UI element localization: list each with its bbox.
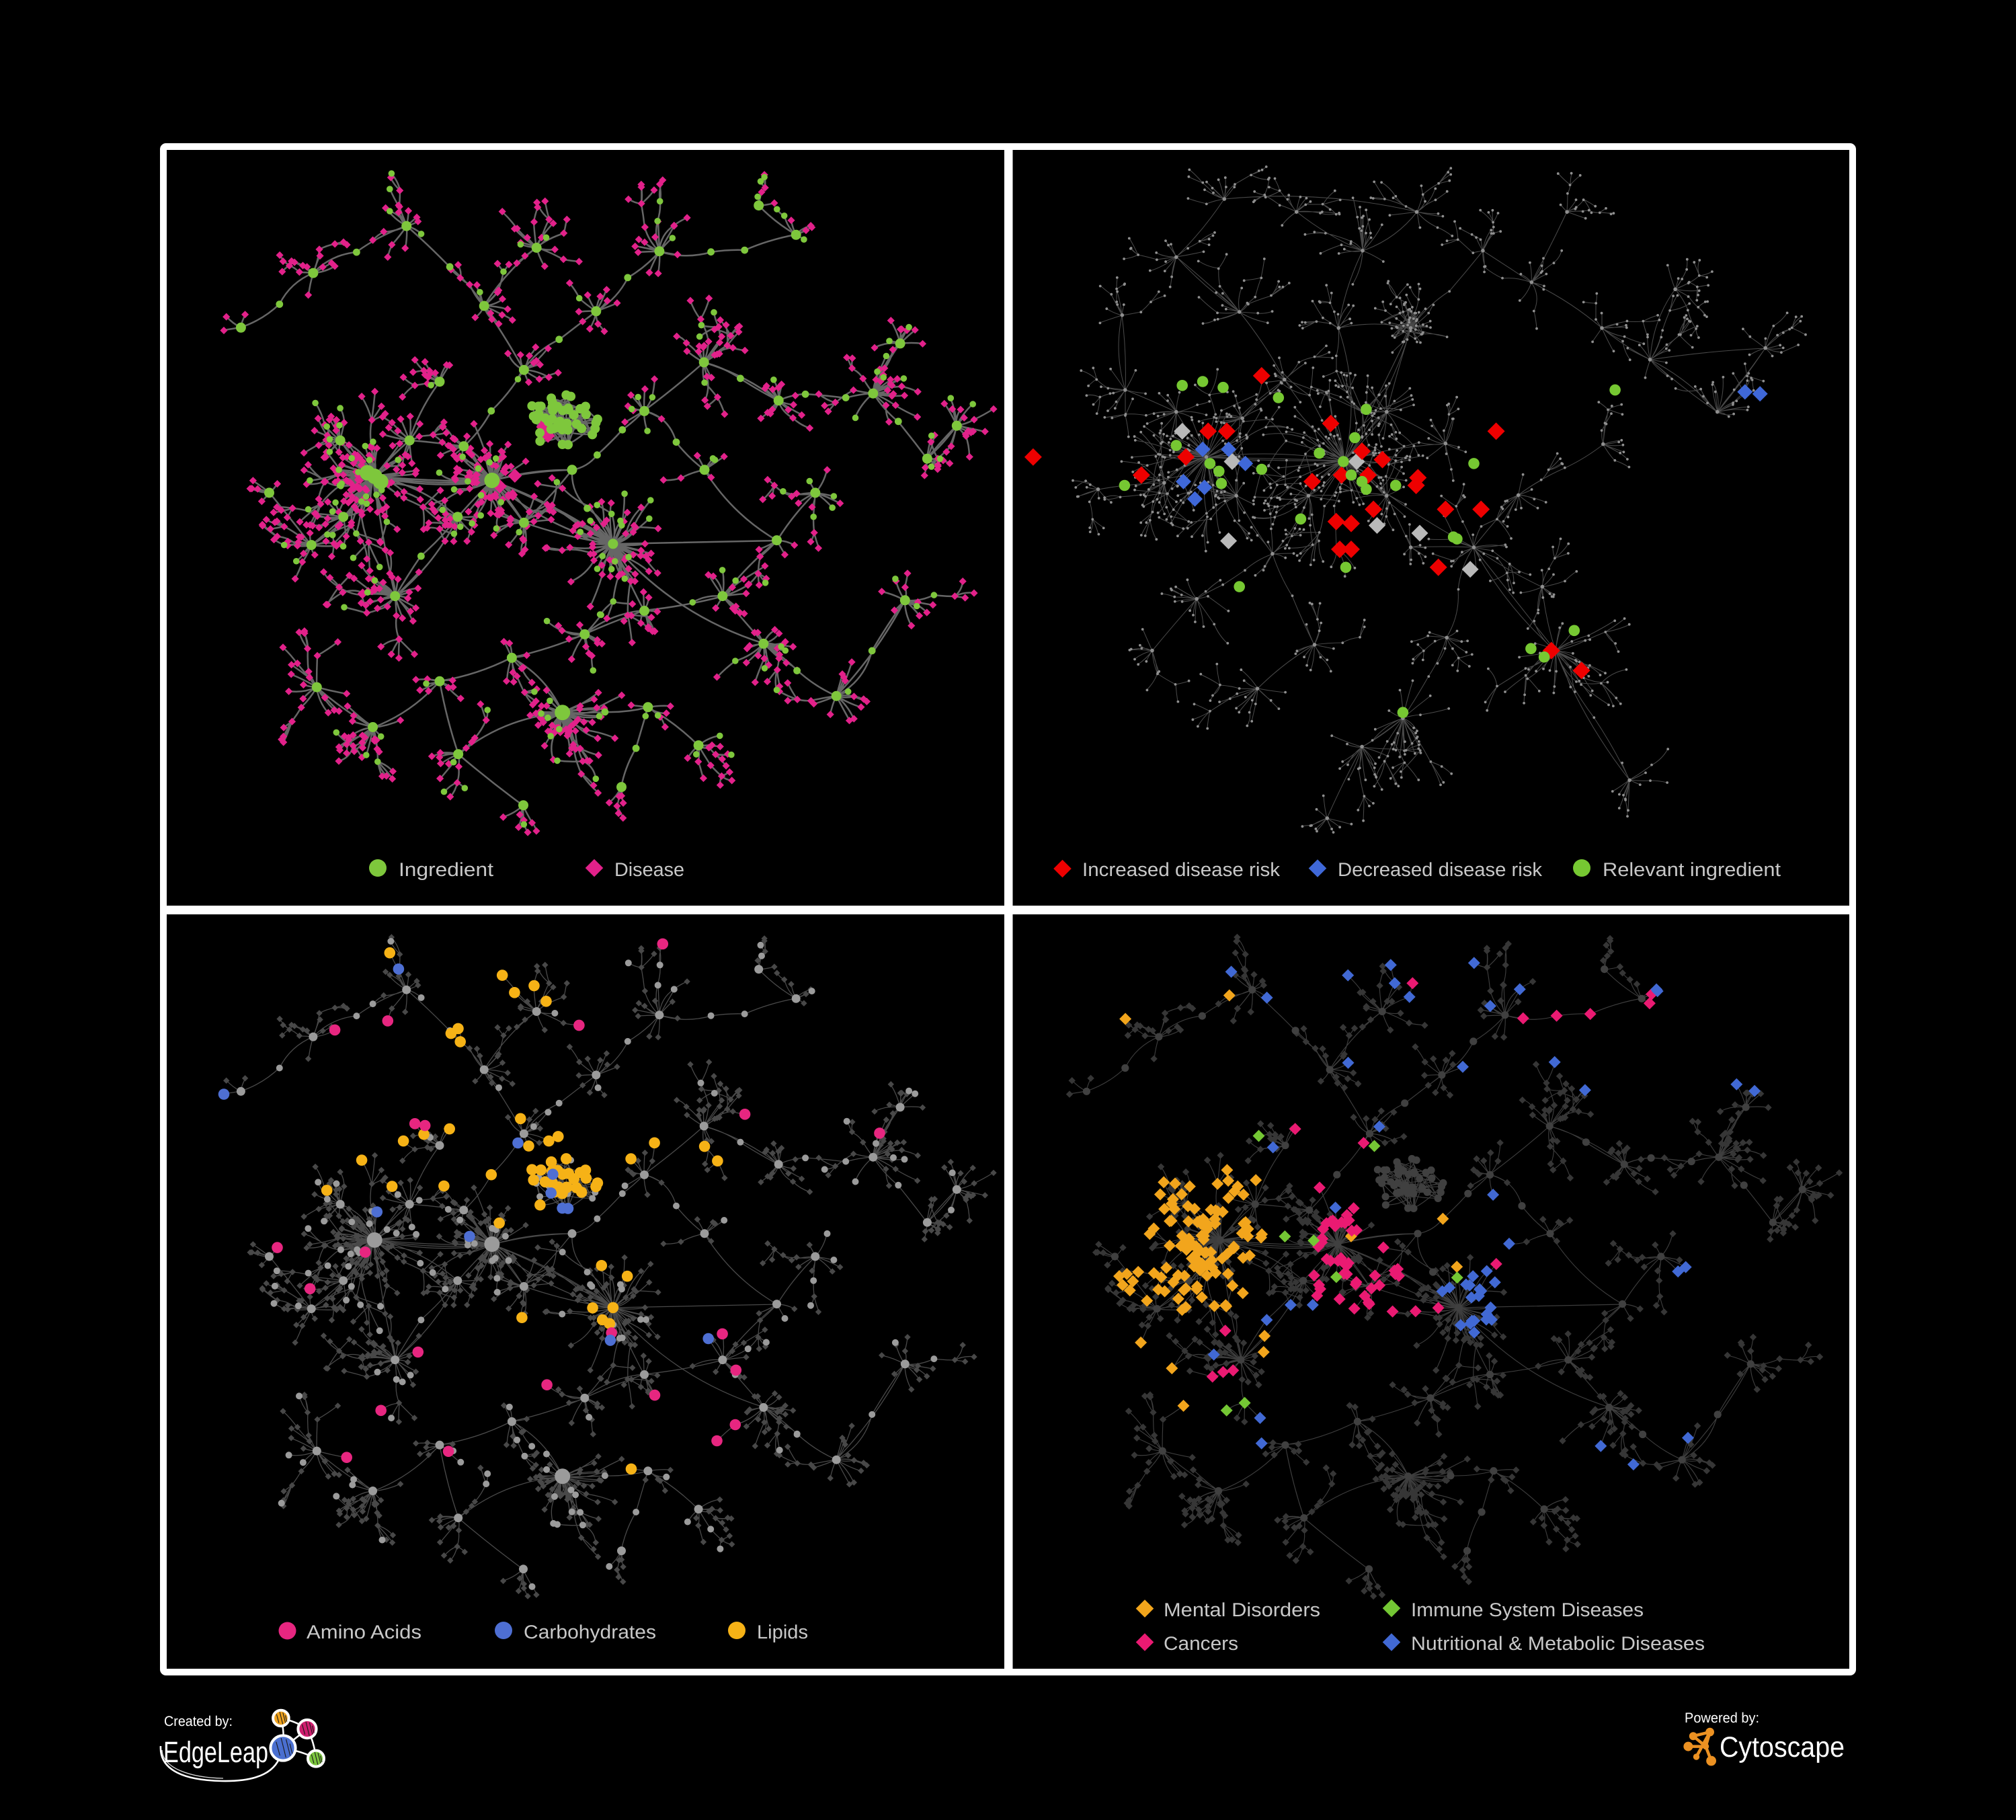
svg-text:Cytoscape: Cytoscape bbox=[1720, 1731, 1845, 1764]
svg-text:Mental Disorders: Mental Disorders bbox=[1164, 1599, 1320, 1621]
svg-text:Relevant ingredient: Relevant ingredient bbox=[1603, 859, 1781, 881]
svg-text:Cancers: Cancers bbox=[1164, 1633, 1238, 1655]
svg-text:Immune System Diseases: Immune System Diseases bbox=[1411, 1599, 1644, 1621]
svg-text:EdgeLeap: EdgeLeap bbox=[163, 1736, 268, 1769]
svg-text:Disease: Disease bbox=[614, 859, 684, 881]
svg-text:Amino Acids: Amino Acids bbox=[307, 1622, 421, 1643]
svg-text:Increased disease risk: Increased disease risk bbox=[1082, 859, 1281, 881]
svg-text:Created by:: Created by: bbox=[164, 1714, 233, 1729]
svg-text:Carbohydrates: Carbohydrates bbox=[524, 1622, 656, 1643]
svg-text:Ingredient: Ingredient bbox=[399, 859, 493, 881]
svg-text:Powered by:: Powered by: bbox=[1685, 1710, 1759, 1726]
svg-text:Decreased disease risk: Decreased disease risk bbox=[1338, 859, 1543, 881]
svg-text:Nutritional & Metabolic Diseas: Nutritional & Metabolic Diseases bbox=[1411, 1633, 1705, 1655]
svg-text:Lipids: Lipids bbox=[757, 1622, 808, 1643]
